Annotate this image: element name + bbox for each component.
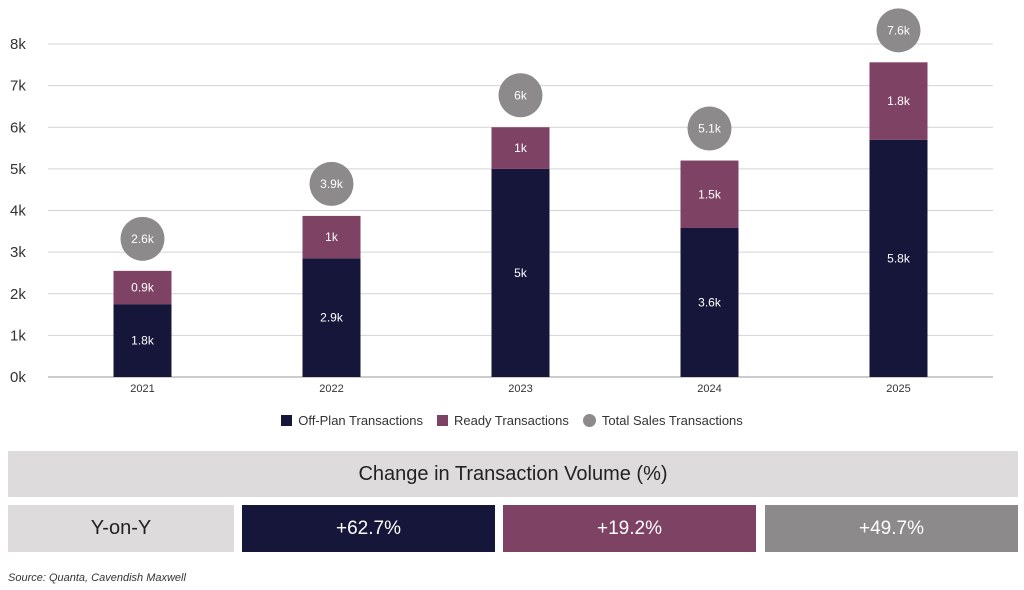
yoy-table-row: Y-on-Y +62.7% +19.2% +49.7% xyxy=(8,505,1018,552)
legend-item-off-plan: Off-Plan Transactions xyxy=(281,413,423,428)
bar-ready-2023 xyxy=(491,127,550,169)
bar-ready-2025 xyxy=(869,62,928,140)
legend-label-ready: Ready Transactions xyxy=(453,412,569,428)
bar-ready-2022 xyxy=(302,215,361,259)
data-label-off-plan-2022: 2.9k xyxy=(320,311,344,325)
bar-off-plan-2023 xyxy=(491,168,550,377)
x-tick-label-2023: 2023 xyxy=(508,383,532,395)
total-label-2024: 5.1k xyxy=(698,122,722,136)
total-label-2025: 7.6k xyxy=(887,23,911,37)
yoy-cell-total: +49.7% xyxy=(765,505,1018,552)
legend-label-off-plan: Off-Plan Transactions xyxy=(298,412,423,428)
bar-off-plan-2024 xyxy=(680,227,739,377)
chart-legend: Off-Plan Transactions Ready Transactions… xyxy=(0,410,1024,430)
y-tick-label: 5k xyxy=(10,161,26,178)
y-tick-label: 1k xyxy=(10,327,26,344)
data-label-off-plan-2023: 5k xyxy=(514,266,528,280)
data-label-ready-2024: 1.5k xyxy=(698,187,722,201)
data-label-ready-2023: 1k xyxy=(514,141,528,155)
data-label-off-plan-2025: 5.8k xyxy=(887,251,911,265)
legend-item-ready: Ready Transactions xyxy=(436,412,569,428)
legend-item-total: Total Sales Transactions xyxy=(582,412,743,428)
legend-swatch-off-plan xyxy=(281,414,293,426)
y-tick-label: 0k xyxy=(10,369,26,386)
bar-ready-2021 xyxy=(113,270,172,305)
y-tick-label: 2k xyxy=(10,286,26,303)
data-label-ready-2025: 1.8k xyxy=(887,94,911,108)
data-label-ready-2021: 0.9k xyxy=(131,281,155,295)
yoy-cell-ready: +19.2% xyxy=(503,505,756,552)
bar-off-plan-2021 xyxy=(113,304,172,377)
legend-swatch-ready xyxy=(436,414,448,426)
yoy-table-title: Change in Transaction Volume (%) xyxy=(8,451,1018,497)
x-tick-label-2024: 2024 xyxy=(697,383,721,395)
y-tick-label: 4k xyxy=(10,203,26,220)
data-label-ready-2022: 1k xyxy=(325,230,339,244)
total-bubble-2021 xyxy=(120,216,165,261)
x-tick-label-2022: 2022 xyxy=(319,383,343,395)
y-tick-label: 7k xyxy=(10,78,26,95)
x-tick-label-2021: 2021 xyxy=(130,383,154,395)
total-bubble-2022 xyxy=(309,161,354,206)
bar-ready-2024 xyxy=(680,160,739,228)
yoy-row-label: Y-on-Y xyxy=(8,505,234,552)
yoy-cell-off-plan: +62.7% xyxy=(242,505,495,552)
y-tick-label: 3k xyxy=(10,244,26,261)
legend-label-total: Total Sales Transactions xyxy=(601,412,743,428)
total-bubble-2023 xyxy=(498,73,543,118)
data-label-off-plan-2024: 3.6k xyxy=(698,295,722,309)
total-label-2023: 6k xyxy=(514,88,528,102)
x-tick-label-2025: 2025 xyxy=(886,383,910,395)
stacked-bar-chart: 0k 1k 2k 3k 4k 5k 6k 7k 8k 1.8k 0.9k 2.6k 2021 2.9k 1k… xyxy=(10,8,993,395)
total-label-2021: 2.6k xyxy=(131,232,155,246)
bar-off-plan-2022 xyxy=(302,258,361,377)
y-tick-label: 6k xyxy=(10,119,26,136)
legend-swatch-total xyxy=(582,413,596,427)
total-bubble-2024 xyxy=(687,106,732,151)
data-label-off-plan-2021: 1.8k xyxy=(131,334,155,348)
source-note: Source: Quanta, Cavendish Maxwell xyxy=(8,572,186,584)
bar-off-plan-2025 xyxy=(869,139,928,377)
y-tick-label: 8k xyxy=(10,36,26,53)
total-label-2022: 3.9k xyxy=(320,177,344,191)
total-bubble-2025 xyxy=(876,8,921,53)
